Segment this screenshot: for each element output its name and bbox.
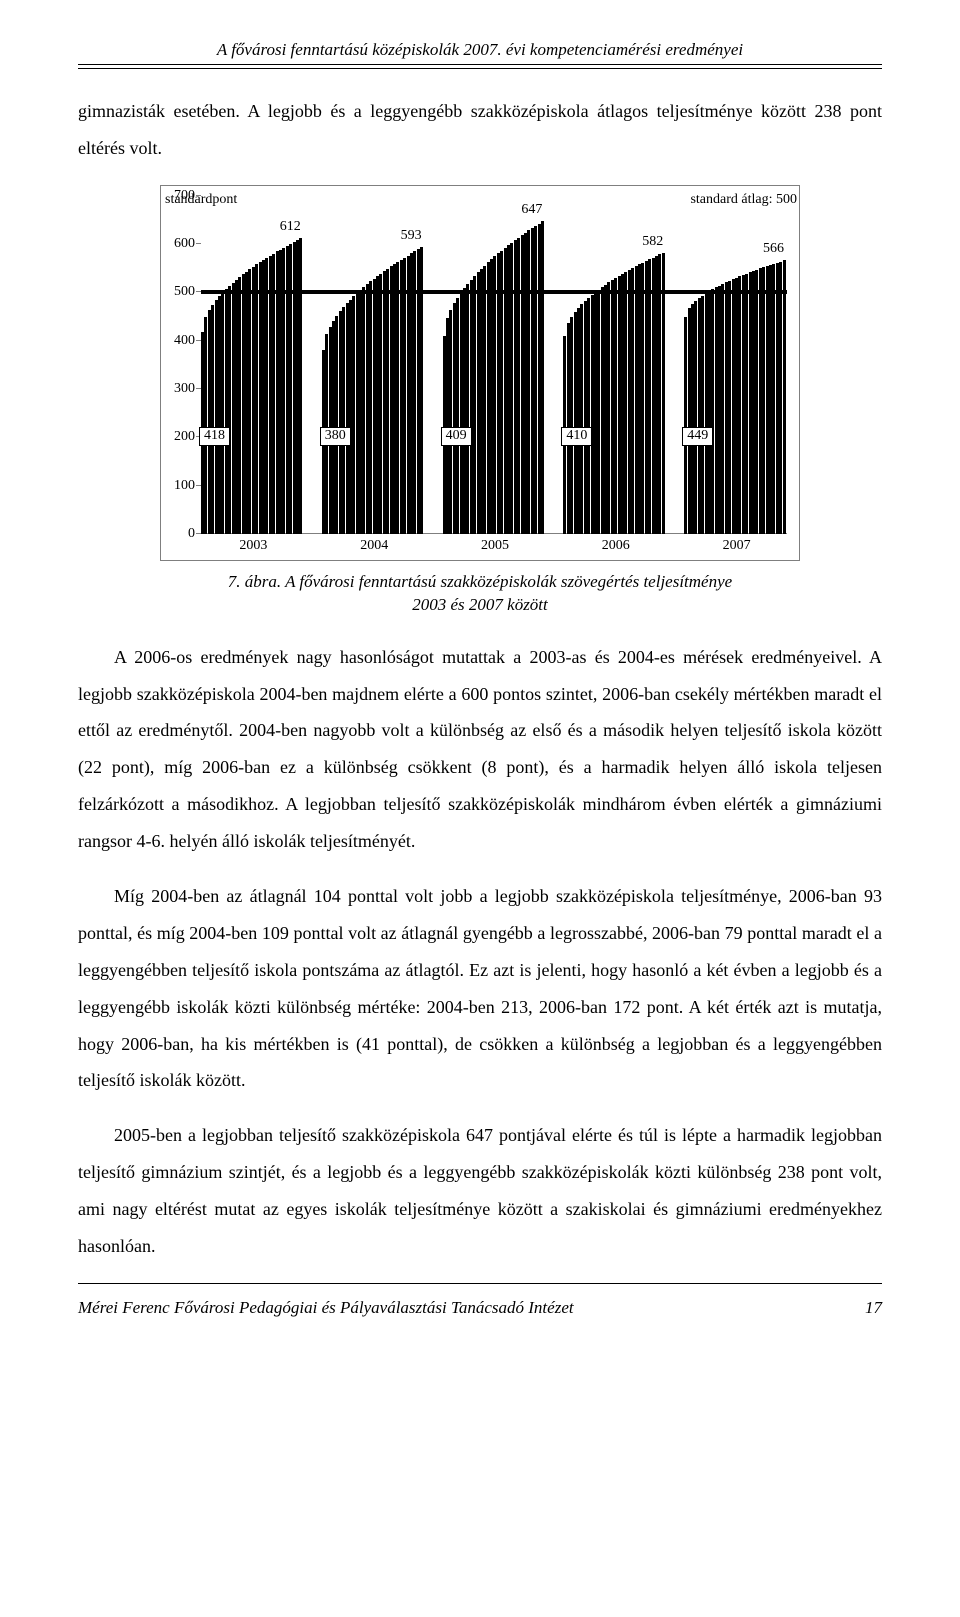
footer: Mérei Ferenc Fővárosi Pedagógiai és Pály… [78,1298,882,1318]
chart-x-axis: 2003 2004 2005 2006 2007 [201,534,787,560]
bar-group [443,196,548,534]
bar-group [201,196,306,534]
header-rule [78,64,882,69]
bar [299,238,302,534]
x-tick-label: 2004 [360,538,388,554]
chart-box: standardpont standard átlag: 500 0100200… [160,185,800,561]
figure-caption: 7. ábra. A fővárosi fenntartású szakközé… [78,571,882,617]
paragraph-3: Míg 2004-ben az átlagnál 104 ponttal vol… [78,878,882,1099]
paragraph-2: A 2006-os eredmények nagy hasonlóságot m… [78,639,882,860]
running-head: A fővárosi fenntartású középiskolák 2007… [78,40,882,64]
figure-caption-line2: 2003 és 2007 között [412,595,548,614]
figure-7: standardpont standard átlag: 500 0100200… [78,185,882,617]
bar [662,253,665,534]
bar-group [684,196,789,534]
bar-group [322,196,427,534]
x-tick-label: 2005 [481,538,509,554]
y-tick-label: 100 [161,478,195,494]
bar-group [563,196,668,534]
bar [541,221,544,533]
y-tick-label: 600 [161,236,195,252]
y-tick-label: 0 [161,526,195,542]
chart-plot-area: 0100200300400500600700418612380593409647… [201,196,787,534]
x-tick-label: 2006 [602,538,630,554]
paragraph-1: gimnazisták esetében. A legjobb és a leg… [78,93,882,167]
footer-page-number: 17 [865,1298,882,1318]
page: A fővárosi fenntartású középiskolák 2007… [0,0,960,1348]
y-tick-label: 400 [161,333,195,349]
y-tick-label: 500 [161,284,195,300]
footer-publisher: Mérei Ferenc Fővárosi Pedagógiai és Pály… [78,1298,574,1318]
paragraph-4: 2005-ben a legjobban teljesítő szakközép… [78,1117,882,1265]
footer-rule [78,1283,882,1284]
y-tick-label: 300 [161,381,195,397]
bar [783,260,786,533]
y-tick-label: 200 [161,429,195,445]
figure-caption-line1: 7. ábra. A fővárosi fenntartású szakközé… [228,572,732,591]
bar [420,247,423,533]
y-tick-label: 700 [161,188,195,204]
x-tick-label: 2003 [239,538,267,554]
x-tick-label: 2007 [723,538,751,554]
